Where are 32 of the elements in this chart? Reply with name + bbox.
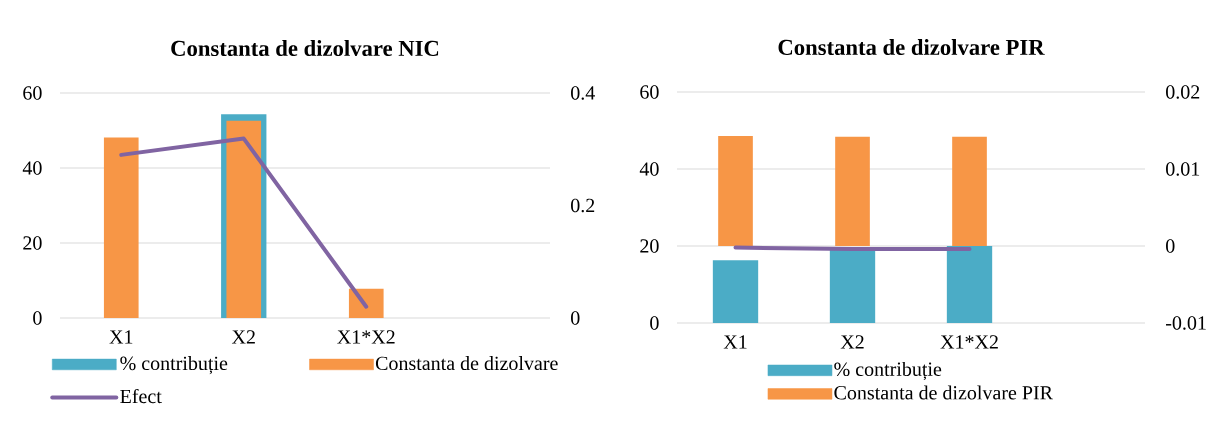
y2-tick-label: 0.01 — [1166, 162, 1200, 176]
legend-label: % contribuție — [834, 361, 942, 381]
legend-label: % contribuție — [120, 356, 228, 375]
bar — [712, 260, 759, 323]
legend-label: Constanta de dizolvare — [375, 356, 558, 371]
bar — [829, 249, 876, 323]
y-tick-label: 40 — [22, 161, 42, 175]
x-tick-label: X1*X2 — [337, 330, 395, 344]
y-tick-label: 20 — [640, 239, 659, 253]
y-tick-label: 20 — [23, 236, 42, 250]
y2-tick-label: 0.2 — [571, 198, 595, 213]
bar — [103, 137, 139, 318]
x-tick-label: X2 — [840, 335, 864, 349]
x-tick-label: X1*X2 — [940, 335, 998, 349]
x-tick-label: X1 — [109, 330, 133, 344]
legend-label: Efect — [120, 388, 162, 404]
legend-label: Constanta de dizolvare PIR — [834, 385, 1053, 400]
y-tick-label: 60 — [23, 86, 42, 100]
y2-tick-label: 0.02 — [1166, 85, 1200, 99]
y-tick-label: 0 — [650, 316, 659, 330]
y-tick-label: 0 — [33, 311, 42, 325]
y2-tick-label: -0.01 — [1166, 316, 1206, 330]
y-tick-label: 60 — [640, 85, 659, 99]
y-tick-label: 40 — [639, 162, 659, 176]
bar — [348, 288, 384, 318]
chart-title: Constanta de dizolvare NIC — [171, 40, 439, 57]
y2-tick-label: 0 — [1166, 239, 1175, 253]
x-tick-label: X2 — [231, 330, 255, 344]
chart-title: Constanta de dizolvare PIR — [778, 39, 1045, 56]
x-tick-label: X1 — [723, 335, 747, 349]
y2-tick-label: 0 — [571, 311, 580, 325]
y2-tick-label: 0.4 — [571, 86, 595, 100]
